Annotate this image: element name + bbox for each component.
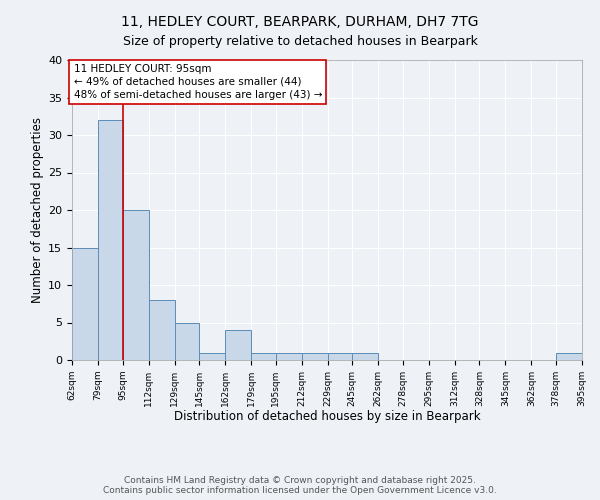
Text: Size of property relative to detached houses in Bearpark: Size of property relative to detached ho… (122, 35, 478, 48)
Text: 11 HEDLEY COURT: 95sqm
← 49% of detached houses are smaller (44)
48% of semi-det: 11 HEDLEY COURT: 95sqm ← 49% of detached… (74, 64, 322, 100)
Bar (98, 120, 122, 360)
Bar (275, 352, 302, 360)
Bar (302, 352, 328, 360)
Bar (149, 300, 175, 360)
Bar (556, 352, 582, 360)
Text: 11, HEDLEY COURT, BEARPARK, DURHAM, DH7 7TG: 11, HEDLEY COURT, BEARPARK, DURHAM, DH7 … (121, 15, 479, 29)
Bar (72, 248, 98, 360)
X-axis label: Distribution of detached houses by size in Bearpark: Distribution of detached houses by size … (173, 410, 481, 424)
Bar (199, 352, 225, 360)
Y-axis label: Number of detached properties: Number of detached properties (31, 117, 44, 303)
Text: Contains HM Land Registry data © Crown copyright and database right 2025.
Contai: Contains HM Land Registry data © Crown c… (103, 476, 497, 495)
Bar (122, 210, 149, 360)
Bar (328, 352, 352, 360)
Bar (175, 322, 199, 360)
Bar (352, 352, 379, 360)
Bar (225, 330, 251, 360)
Bar (251, 352, 275, 360)
